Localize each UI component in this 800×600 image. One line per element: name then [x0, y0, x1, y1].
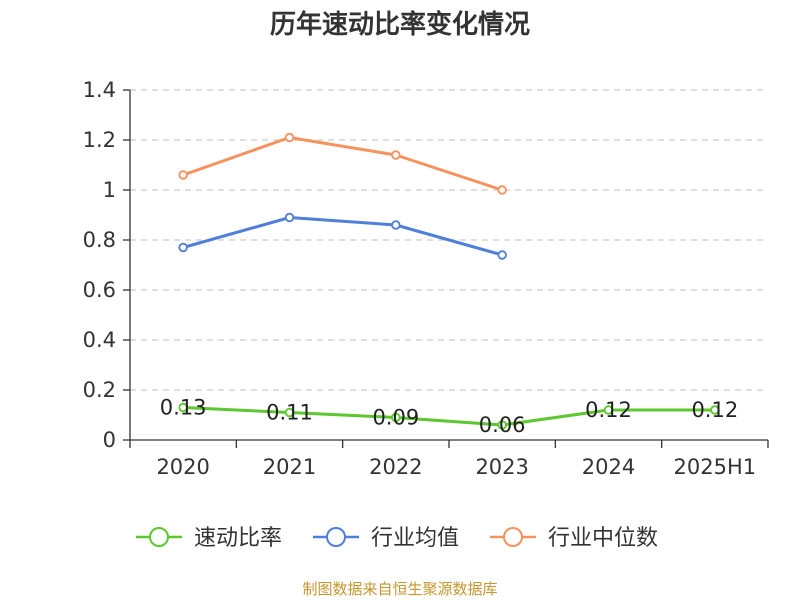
legend-label: 行业中位数	[548, 526, 658, 551]
data-label: 0.06	[479, 413, 526, 437]
legend-marker	[149, 527, 169, 547]
data-point	[391, 150, 401, 160]
chart-title: 历年速动比率变化情况	[269, 10, 530, 40]
data-label: 0.12	[691, 398, 738, 422]
data-point	[391, 412, 401, 423]
source-note: 制图数据来自恒生聚源数据库	[302, 580, 498, 598]
y-tick-label: 0.6	[83, 278, 116, 302]
axes: 0 0.2 0.4 0.6 0.8 1 1.2 1.4 2020 2021 2022 2023 2024…	[83, 78, 769, 479]
legend-item[interactable]: 行业均值	[313, 526, 459, 551]
data-point	[603, 405, 614, 415]
legend-marker	[326, 527, 346, 547]
x-tick-label: 2025H1	[674, 455, 757, 479]
data-point	[178, 402, 188, 413]
data-point	[284, 407, 295, 418]
y-tick-label: 1	[103, 178, 116, 202]
legend-label: 速动比率	[194, 526, 282, 551]
y-tick-label: 0.4	[83, 328, 116, 352]
x-tick-label: 2020	[156, 455, 209, 479]
data-labels: 0.13 0.11 0.09 0.06 0.12 0.12	[160, 396, 738, 438]
data-point	[178, 242, 188, 253]
data-label: 0.09	[372, 406, 419, 430]
x-tick-label: 2021	[263, 455, 316, 479]
data-point	[497, 420, 507, 430]
legend-label: 行业均值	[371, 526, 459, 551]
data-point	[178, 170, 188, 180]
legend[interactable]: 速动比率 行业均值 行业中位数	[136, 526, 658, 551]
x-tick-label: 2023	[475, 455, 528, 479]
legend-item[interactable]: 行业中位数	[490, 526, 658, 551]
series-line	[182, 136, 503, 192]
x-tick-label: 2024	[582, 455, 635, 479]
data-point	[497, 250, 507, 260]
data-point	[284, 212, 295, 223]
y-tick-label: 0.8	[83, 228, 116, 252]
data-point	[284, 132, 295, 143]
x-tick-label: 2022	[369, 455, 422, 479]
data-label: 0.11	[266, 401, 313, 425]
y-tick-label: 0.2	[83, 378, 116, 402]
y-tick-label: 0	[103, 428, 116, 452]
y-tick-label: 1.4	[83, 78, 116, 102]
data-point	[497, 185, 507, 195]
data-point	[710, 405, 720, 415]
series-line	[182, 216, 503, 257]
legend-item[interactable]: 速动比率	[136, 526, 282, 551]
legend-marker	[503, 527, 523, 547]
data-label: 0.12	[585, 398, 632, 422]
series-line	[183, 406, 715, 427]
y-tick-label: 1.2	[83, 128, 116, 152]
data-point	[391, 220, 401, 230]
series-lines	[178, 132, 720, 430]
data-label: 0.13	[160, 396, 207, 420]
